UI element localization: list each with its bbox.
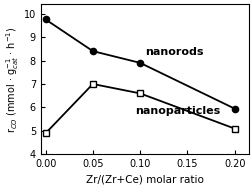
X-axis label: Zr/(Zr+Ce) molar ratio: Zr/(Zr+Ce) molar ratio <box>86 175 203 185</box>
Text: nanoparticles: nanoparticles <box>135 106 220 116</box>
Y-axis label: r$_{CO}$ (mmol · g$_{cat}^{-1}$ · h$^{-1}$): r$_{CO}$ (mmol · g$_{cat}^{-1}$ · h$^{-1… <box>4 26 21 132</box>
Text: nanorods: nanorods <box>144 47 203 57</box>
